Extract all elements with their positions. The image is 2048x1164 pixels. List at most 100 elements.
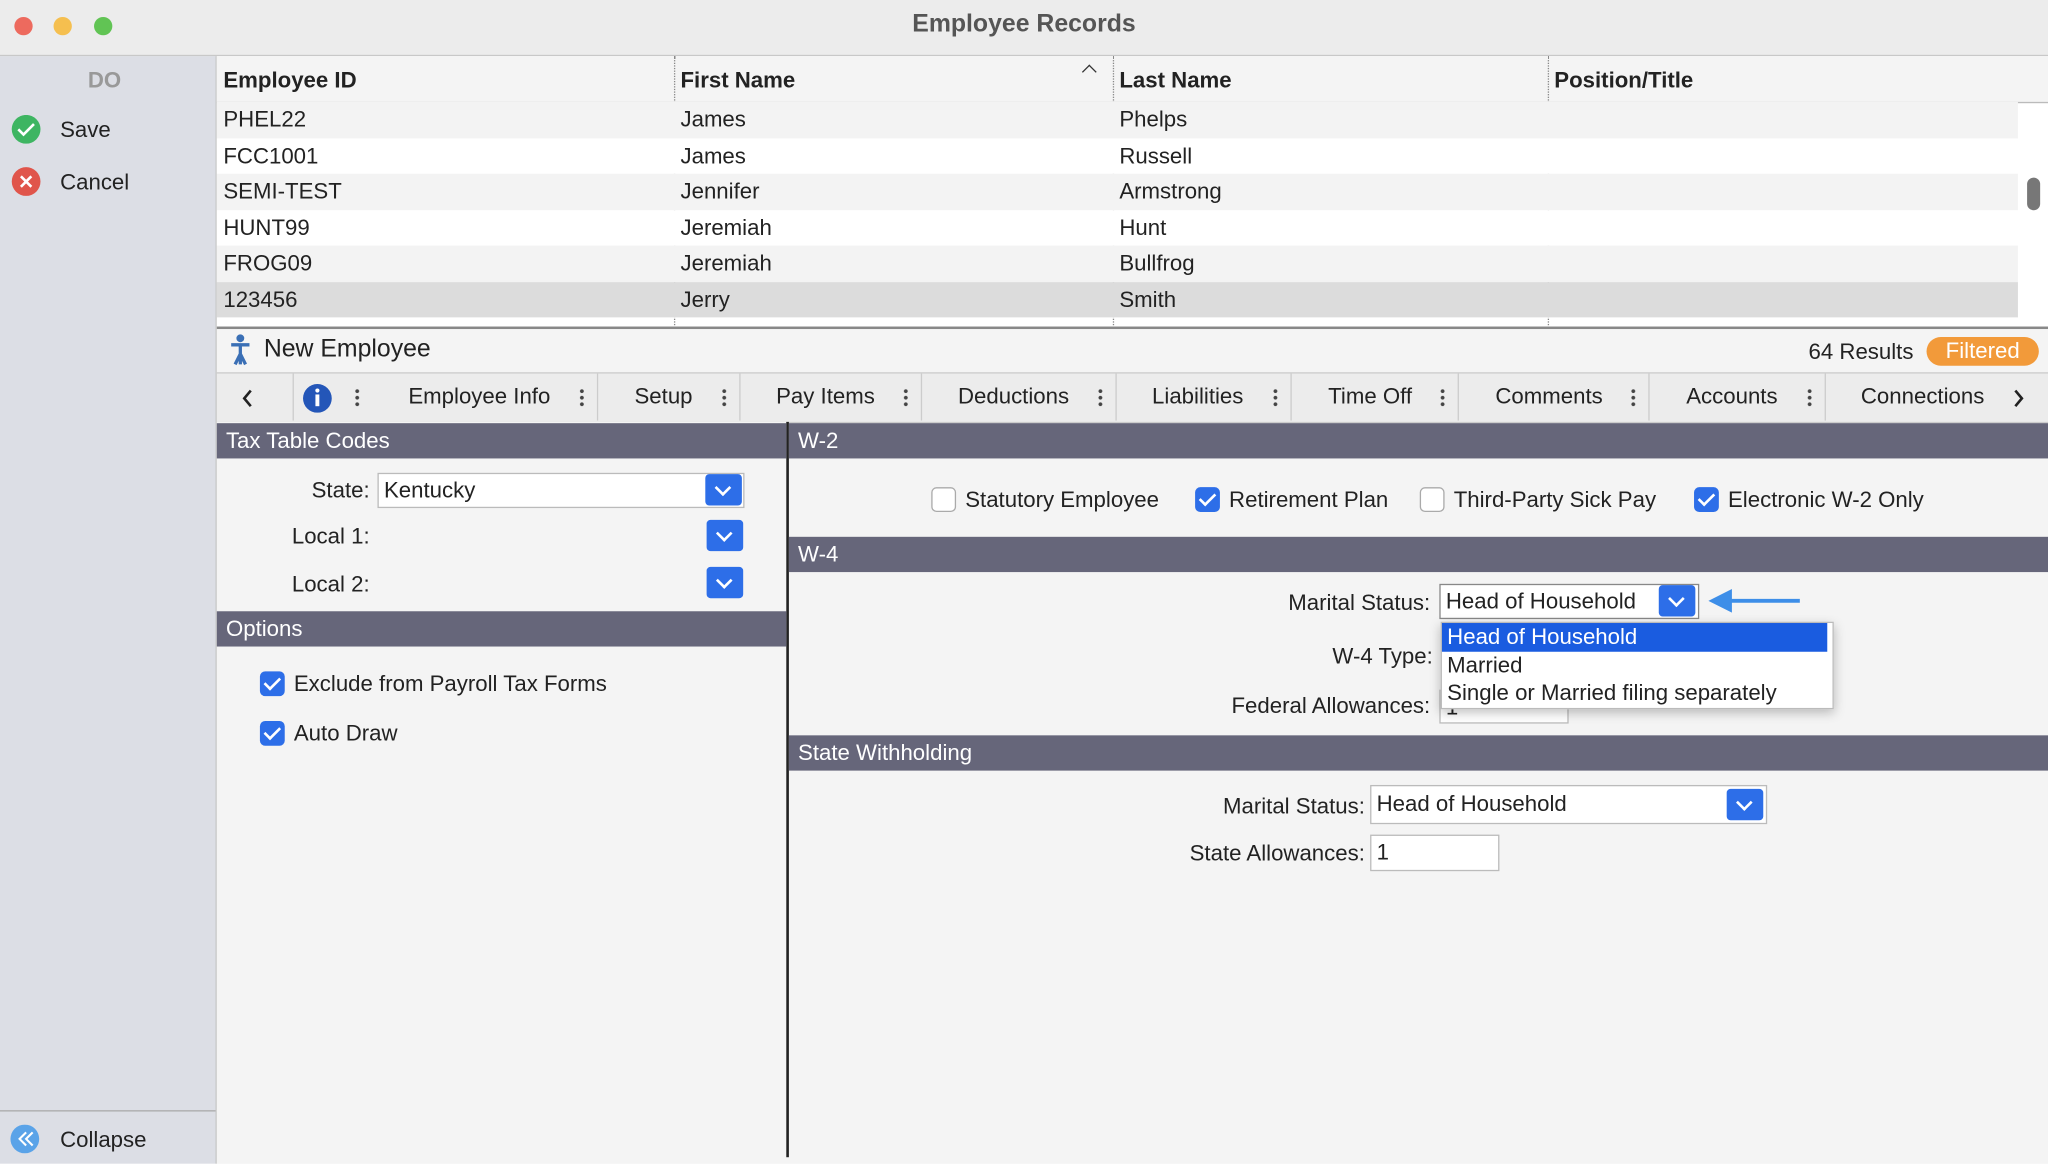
table-row[interactable] <box>216 173 2018 210</box>
tab-chevrons <box>242 383 2024 413</box>
record-title: New Employee <box>263 335 431 364</box>
sidebar-section: DO <box>87 67 122 93</box>
panel-divider <box>786 421 789 1158</box>
cancel-button[interactable]: Cancel <box>60 169 130 195</box>
table-cell: James <box>680 143 746 168</box>
tab[interactable]: Setup <box>634 383 693 409</box>
checkbox-label: Electronic W-2 Only <box>1727 487 1924 512</box>
column-header[interactable]: First Name <box>680 67 796 93</box>
dropdown-option[interactable]: Married <box>1447 652 1523 678</box>
tab-menu <box>722 387 727 408</box>
table-cell: Jeremiah <box>680 250 772 276</box>
tab-separator <box>739 373 741 421</box>
left-panel <box>216 421 787 1164</box>
tab[interactable]: Time Off <box>1328 383 1413 409</box>
column-header[interactable]: Employee ID <box>223 67 357 93</box>
table-cell: HUNT99 <box>223 214 310 240</box>
checkbox[interactable] <box>259 671 285 697</box>
tab[interactable]: Accounts <box>1686 383 1778 409</box>
dropdown-button[interactable] <box>705 474 742 506</box>
tab-menu <box>1631 387 1636 408</box>
table-cell: Bullfrog <box>1119 250 1195 276</box>
column-header[interactable]: Last Name <box>1119 67 1232 93</box>
tab-menu <box>903 387 908 408</box>
dropdown-list: Head of Household Married Single or Marrie… <box>1440 621 1834 710</box>
section-header: Options <box>216 611 787 647</box>
dropdown-option[interactable]: Head of Household <box>1441 623 1828 652</box>
tab[interactable]: Employee Info <box>408 383 551 409</box>
dropdown-button[interactable] <box>1726 788 1764 821</box>
table-row[interactable] <box>216 281 2018 318</box>
state-select[interactable]: Kentucky <box>377 472 745 509</box>
dropdown-option[interactable]: Single or Married filing separately <box>1447 680 1777 706</box>
results-count: 64 Results <box>1808 339 1914 365</box>
table-row[interactable] <box>216 101 2018 138</box>
field-label: Local 2: <box>291 572 370 597</box>
checkbox-label: Auto Draw <box>293 720 398 746</box>
field-label: Federal Allowances: <box>1231 693 1431 719</box>
field-label: Local 1: <box>291 523 370 549</box>
tab-menu <box>1098 387 1103 408</box>
tab-separator <box>596 373 599 421</box>
section-header: Tax Table Codes <box>216 423 787 459</box>
column-header[interactable]: Position/Title <box>1554 67 1694 93</box>
sidebar <box>0 56 217 1164</box>
table-row[interactable] <box>216 137 2018 174</box>
checkbox-label: Retirement Plan <box>1229 487 1389 512</box>
table-cell: Russell <box>1119 143 1193 168</box>
title-bar <box>0 0 2048 57</box>
dropdown-button[interactable] <box>706 566 744 599</box>
section-header: State Withholding <box>788 735 2048 771</box>
collapse-button[interactable]: Collapse <box>60 1127 147 1152</box>
field-label: Marital Status: <box>1288 590 1431 616</box>
checkbox[interactable] <box>1195 487 1220 512</box>
tab-menu <box>355 387 360 408</box>
checkbox[interactable] <box>1419 487 1445 512</box>
field-label: W-4 Type: <box>1332 643 1433 669</box>
table-cell: SEMI-TEST <box>223 178 342 204</box>
tab-menu <box>579 387 584 408</box>
tab-menu <box>1807 387 1812 408</box>
action-icons <box>11 114 41 196</box>
section-header: W-4 <box>788 536 2048 573</box>
checkbox[interactable] <box>1694 487 1719 512</box>
divider <box>0 1110 216 1112</box>
table-row[interactable] <box>216 245 2018 282</box>
tab[interactable]: Liabilities <box>1152 383 1244 409</box>
tab-separator <box>1648 373 1650 421</box>
scrollbar <box>2027 177 2041 211</box>
checkbox-label: Exclude from Payroll Tax Forms <box>293 671 607 697</box>
tab-separator <box>1457 373 1459 421</box>
state-marital-select[interactable]: Head of Household <box>1370 784 1768 825</box>
save-button[interactable]: Save <box>60 117 111 143</box>
state-allowances-input[interactable]: 1 <box>1370 834 1500 872</box>
window-title: Employee Records <box>912 10 1136 38</box>
record-bar <box>216 329 2048 373</box>
tab[interactable]: Deductions <box>957 383 1070 409</box>
checkbox[interactable] <box>259 720 285 746</box>
field-label: State: <box>311 478 370 503</box>
tab-menu <box>1273 387 1278 408</box>
collapse-icon <box>10 1124 40 1154</box>
dropdown-button[interactable] <box>1658 585 1696 617</box>
table-cell: PHEL22 <box>223 107 307 132</box>
table-cell: FROG09 <box>223 250 313 276</box>
table-cell: Jerry <box>680 286 730 312</box>
tab-menu <box>1440 387 1445 408</box>
tab-separator <box>1824 373 1826 421</box>
dropdown-button[interactable] <box>706 519 744 552</box>
table-cell: Smith <box>1119 286 1177 312</box>
tab[interactable]: Comments <box>1495 383 1603 409</box>
record-table: Employee ID First Name Last Name Position/T… <box>216 56 2048 330</box>
marital-select[interactable]: Head of Household <box>1439 583 1700 620</box>
tab[interactable]: Pay Items <box>776 383 875 409</box>
table-cell: 123456 <box>223 286 298 312</box>
field-label: Marital Status: <box>1222 794 1365 819</box>
checkbox[interactable] <box>931 487 957 512</box>
filtered-badge[interactable]: Filtered <box>1926 336 2039 366</box>
table-row[interactable] <box>216 209 2018 246</box>
tab[interactable]: Connections <box>1860 383 1985 409</box>
tab-bar: Employee Info Setup Pay Items Deductions Lia… <box>216 372 2048 424</box>
